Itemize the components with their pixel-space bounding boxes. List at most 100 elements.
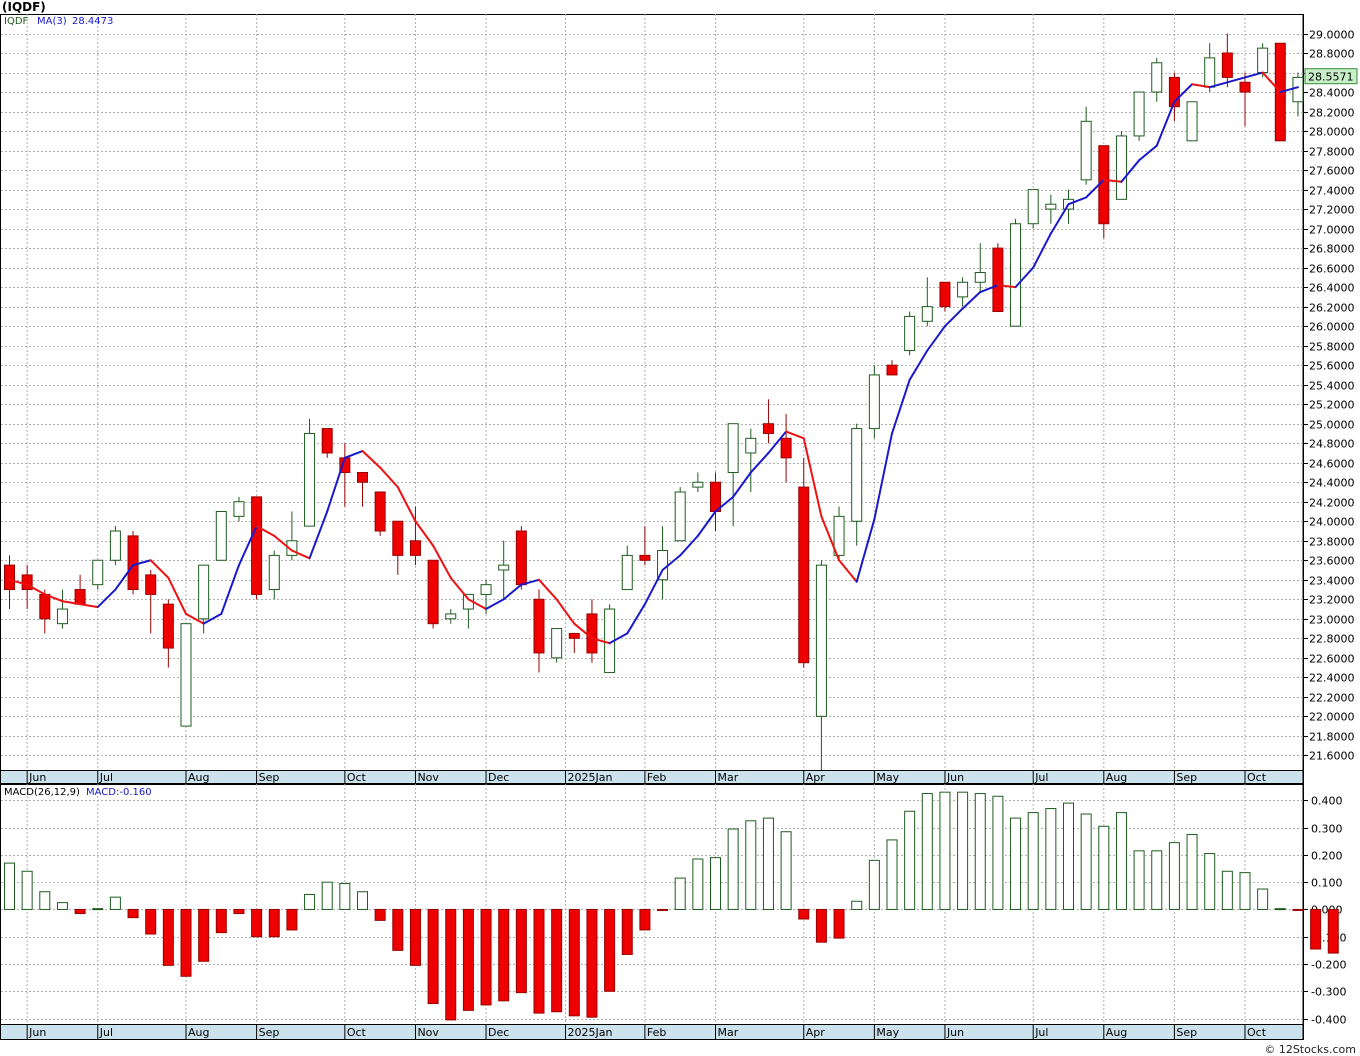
price-month-label: Feb [647,771,666,784]
macd-bar-negative [551,908,563,1013]
macd-legend-label: MACD(26,12,9) [4,787,80,798]
macd-bar-positive [1080,813,1092,910]
candle-down [798,486,810,664]
price-ytick-label: 25.4000 [1309,380,1355,393]
candle-up [1204,57,1216,88]
macd-bar-negative [145,908,157,935]
candle-up [833,515,845,556]
price-ytick-label: 24.2000 [1309,497,1355,510]
candle-down [992,247,1004,313]
macd-bar-positive [321,881,333,910]
candle-up [1027,189,1039,225]
macd-legend-value: MACD:-0.160 [86,787,152,798]
price-ytick-label: 23.4000 [1309,575,1355,588]
candle-up [1080,120,1092,181]
price-ytick-label: 28.2000 [1309,107,1355,120]
macd-month-label: Sep [1176,1026,1197,1039]
macd-ytick-label: 0.100 [1311,877,1343,890]
price-ytick-label: 26.2000 [1309,302,1355,315]
price-ytick-label: 29.0000 [1309,29,1355,42]
ma3-segment [202,612,223,625]
ma3-segment [538,578,558,601]
price-ytick-label: 24.8000 [1309,438,1355,451]
price-ytick-label: 23.0000 [1309,614,1355,627]
price-month-label: Dec [488,771,509,784]
ma3-segment [838,559,858,583]
candle-down [321,428,333,454]
ma3-segment [255,525,276,537]
ma3-segment [1173,83,1194,103]
candle-up [674,491,686,542]
ma3-segment [679,534,699,557]
macd-bar-negative [604,908,616,992]
macd-bar-positive [56,902,68,910]
ma3-segment [485,598,505,611]
macd-month-label: Feb [647,1026,666,1039]
candle-up [304,432,316,527]
price-ytick-label: 27.0000 [1309,224,1355,237]
candle-down [710,481,721,512]
ma3-segment [926,325,946,352]
price-ytick-label: 21.6000 [1309,750,1355,763]
candle-down [427,559,439,625]
candle-up [815,564,827,717]
ma3-segment [732,471,752,498]
macd-month-label: Sep [259,1026,280,1039]
macd-bar-positive [851,900,863,910]
macd-bar-negative [815,908,827,943]
macd-bar-negative [427,908,439,1005]
candle-up [851,428,863,522]
macd-bar-positive [1010,817,1022,910]
price-plot-frame [0,14,1304,771]
ma3-segment [785,430,805,440]
ma3-segment [1014,266,1035,289]
ma3-segment [1032,232,1052,269]
price-ytick-label: 26.0000 [1309,321,1355,334]
macd-bar-negative [162,908,174,966]
macd-bar-positive [92,908,104,911]
ma3-segment [1085,178,1105,199]
macd-month-label: Oct [1247,1026,1267,1039]
candle-up [1115,135,1127,200]
macd-bar-positive [674,877,686,910]
candle-down [21,574,33,591]
candle-up [498,564,510,571]
macd-month-label: Jul [99,1026,113,1039]
macd-bar-negative [74,908,86,915]
price-ytick-label: 27.2000 [1309,204,1355,217]
macd-bar-positive [1204,853,1216,910]
ma3-segment [185,612,205,625]
ma3-segment [855,518,876,583]
macd-bar-positive [109,896,121,910]
ma3-segment [1138,144,1158,162]
last-value-label: 28.5571 [1308,71,1354,84]
macd-bar-negative [233,908,245,915]
candle-up [974,272,986,283]
candle-up [1045,203,1057,210]
ma3-segment [43,593,64,603]
ma3-segment [290,549,311,560]
candle-down [1168,76,1180,108]
price-ytick-label: 24.6000 [1309,458,1355,471]
macd-bar-negative [1292,908,1304,911]
ma3-segment [1226,76,1246,84]
price-ytick-label: 22.8000 [1309,633,1355,646]
candle-up [180,623,192,727]
price-month-label: 2025Jan [567,771,612,784]
ma3-segment [626,603,646,635]
ma3-segment [555,598,576,625]
price-ytick-label: 26.8000 [1309,243,1355,256]
ma3-segment [908,349,929,381]
ma3-segment [79,603,99,609]
candle-up [92,559,104,586]
candle-down [409,540,421,556]
candle-down [1239,81,1251,93]
ma3-segment [802,437,823,518]
ma3-segment [220,564,240,615]
candle-down [251,496,263,595]
ma3-segment [1155,100,1176,147]
candle-up [56,608,68,625]
macd-bar-negative [445,908,457,1021]
candle-down [392,520,404,556]
